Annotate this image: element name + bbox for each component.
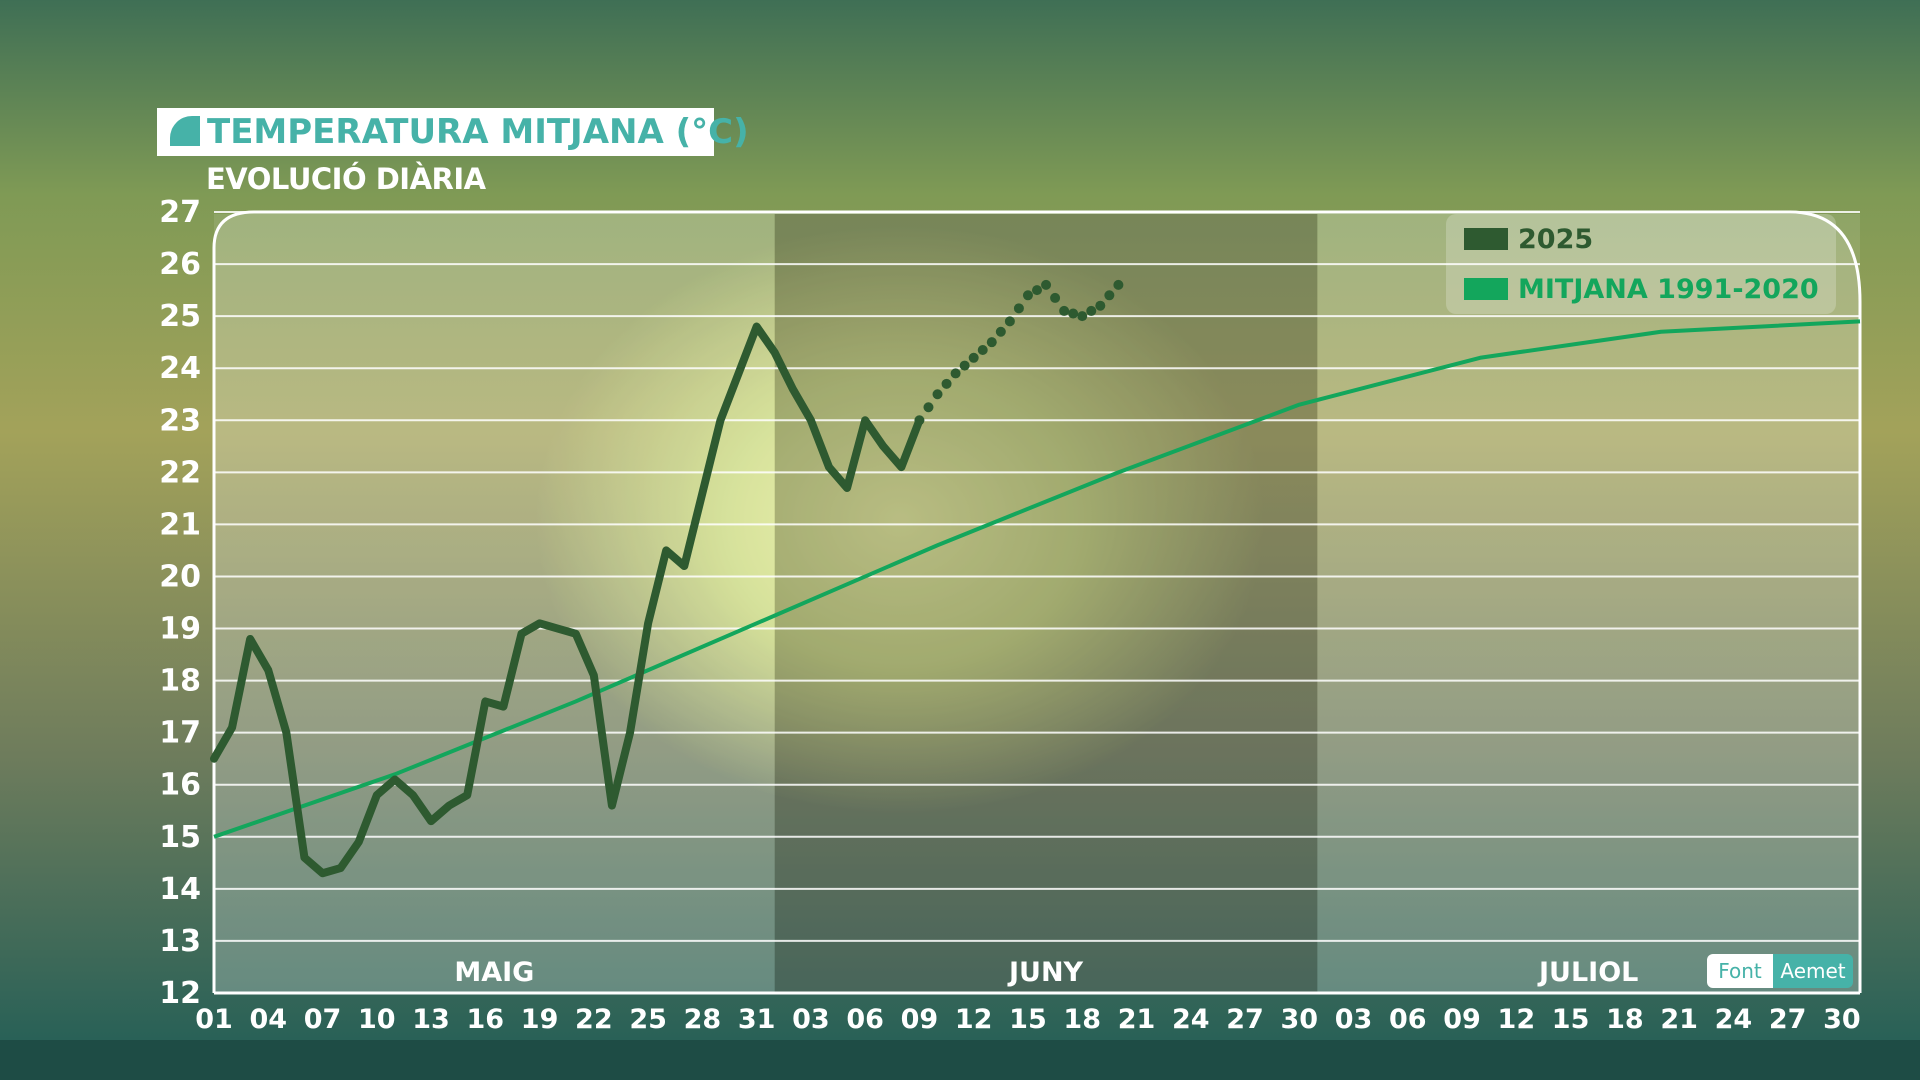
forecast-dot [914,415,925,426]
forecast-dot [1004,316,1015,327]
x-tick-label: 06 [1389,1004,1427,1035]
forecast-dot [995,326,1006,337]
series-line-mean-1991-2020 [213,319,1861,839]
x-tick-label: 16 [467,1004,505,1035]
legend-box [1446,214,1836,314]
legend-swatch-2025 [1464,228,1508,250]
forecast-dot [1032,285,1042,296]
forecast-dot [1050,292,1061,303]
forecast-dot [1068,308,1079,319]
x-tick-label: 27 [1226,1004,1264,1035]
x-tick-label: 07 [304,1004,342,1035]
x-tick-label: 04 [249,1004,287,1035]
forecast-dot [1022,290,1033,301]
x-tick-label: 01 [195,1004,233,1035]
series-line-2025 [210,322,924,878]
legend-swatch-mean [1464,278,1508,300]
y-tick-label: 25 [159,299,201,334]
forecast-dot [1059,305,1070,316]
month-band-maig [214,214,775,993]
x-tick-label: 27 [1769,1004,1807,1035]
forecast-dot [959,360,970,371]
x-tick-label: 10 [358,1004,396,1035]
y-tick-label: 20 [159,559,201,594]
x-tick-label: 12 [955,1004,993,1035]
x-tick-label: 25 [629,1004,667,1035]
y-tick-label: 21 [159,507,201,542]
forecast-dot [968,352,979,363]
y-tick-label: 27 [159,195,201,230]
forecast-dot [1095,300,1106,311]
plot-border [212,210,1862,993]
month-band-juny [774,214,1318,993]
forecast-dot [977,344,988,355]
x-tick-label: 06 [846,1004,884,1035]
y-tick-label: 13 [159,924,201,959]
series-2025 [210,322,924,878]
forecast-dot [950,368,961,379]
bottom-band [0,1040,1920,1080]
y-tick-label: 19 [159,612,201,647]
forecast-dot [986,337,997,348]
month-label: JUNY [1007,957,1084,988]
x-tick-label: 31 [738,1004,776,1035]
x-tick-label: 09 [901,1004,939,1035]
legend-label-mean: MITJANA 1991-2020 [1518,274,1819,305]
y-tick-label: 12 [159,976,201,1011]
forecast-dot [1041,279,1052,290]
x-tick-label: 15 [1009,1004,1047,1035]
forecast-dot [1113,279,1124,290]
month-label: JULIOL [1537,957,1638,988]
x-tick-label: 09 [1443,1004,1481,1035]
y-tick-label: 24 [159,351,201,386]
source-label: Font [1707,954,1773,988]
forecast-dot [932,389,943,400]
x-tick-label: 21 [1660,1004,1698,1035]
y-tick-label: 22 [159,455,201,490]
chart-title: TEMPERATURA MITJANA (°C) [207,112,749,152]
x-tick-label: 24 [1715,1004,1753,1035]
x-tick-label: 18 [1063,1004,1101,1035]
y-tick-label: 23 [159,403,201,438]
series-2025-forecast [914,279,1124,426]
y-tick-label: 17 [159,716,201,751]
x-tick-label: 13 [412,1004,450,1035]
y-tick-label: 18 [159,664,201,699]
x-tick-label: 03 [1335,1004,1373,1035]
y-tick-label: 16 [159,768,201,803]
forecast-dot [1013,303,1024,314]
legend: 2025 MITJANA 1991-2020 [1446,214,1836,314]
x-tick-label: 30 [1280,1004,1318,1035]
forecast-dot [1086,305,1097,316]
forecast-dot [1077,311,1088,322]
y-tick-label: 26 [159,247,201,282]
y-tick-label: 15 [159,820,201,855]
forecast-dot [941,378,952,389]
forecast-dot [1104,290,1115,301]
x-tick-label: 12 [1498,1004,1536,1035]
y-tick-label: 14 [159,872,201,907]
chart-subtitle: EVOLUCIÓ DIÀRIA [206,162,486,196]
legend-label-2025: 2025 [1518,224,1593,255]
month-band-juliol [1317,214,1860,993]
x-tick-label: 21 [1118,1004,1156,1035]
x-tick-label: 30 [1823,1004,1861,1035]
x-tick-label: 15 [1552,1004,1590,1035]
month-label: MAIG [454,957,534,988]
x-tick-label: 24 [1172,1004,1210,1035]
title-box [157,108,714,156]
source-value: Aemet [1773,954,1853,988]
x-tick-label: 03 [792,1004,830,1035]
plot-panel [214,212,1860,993]
x-tick-label: 28 [684,1004,722,1035]
x-tick-label: 22 [575,1004,613,1035]
x-tick-label: 19 [521,1004,559,1035]
forecast-dot [923,402,934,413]
x-tick-label: 18 [1606,1004,1644,1035]
